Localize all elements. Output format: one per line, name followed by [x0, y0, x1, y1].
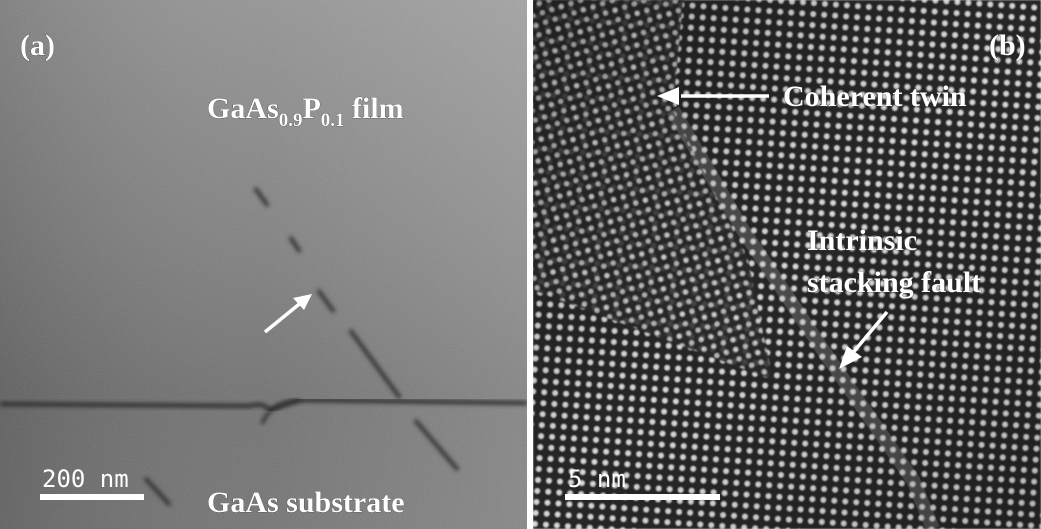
tem-image-a: (a) GaAs0.9P0.1 film GaAs substrate 200 … — [0, 0, 527, 529]
tem-image-b: (b) Coherent twin Intrinsic stacking fau… — [533, 0, 1041, 529]
scale-bar-b — [565, 494, 720, 500]
scale-bar-a-label: 200 nm — [42, 465, 129, 493]
scale-bar-a — [40, 494, 144, 500]
scale-bar-b-label: 5 nm — [568, 465, 626, 493]
substrate-label: GaAs substrate — [207, 486, 405, 519]
tem-image-panel-a: (a) GaAs0.9P0.1 film GaAs substrate 200 … — [0, 0, 527, 529]
panel-a-label: (a) — [20, 29, 55, 62]
hrtem-image-panel-b: (b) Coherent twin Intrinsic stacking fau… — [533, 0, 1041, 529]
defect-arrow-icon — [263, 294, 312, 334]
stacking-fault-arrow-icon — [839, 310, 889, 369]
stacking-fault-line — [143, 186, 460, 507]
panel-b-label: (b) — [989, 29, 1026, 62]
coherent-twin-arrow-icon — [657, 87, 769, 105]
fault-label-line1: Intrinsic — [807, 224, 917, 257]
film-label: GaAs0.9P0.1 film — [207, 92, 404, 131]
fault-label-line2: stacking fault — [807, 266, 981, 299]
coherent-twin-label: Coherent twin — [783, 80, 967, 113]
